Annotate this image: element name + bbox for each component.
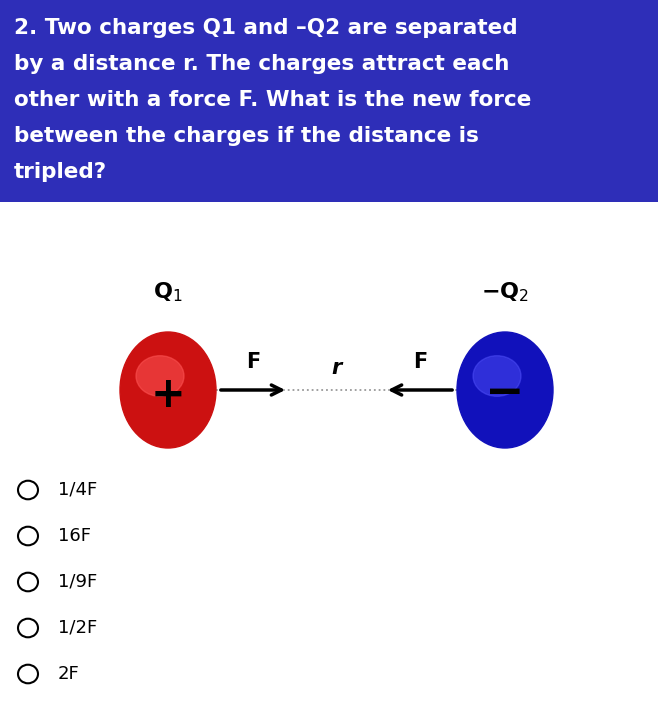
Text: between the charges if the distance is: between the charges if the distance is (14, 126, 479, 146)
Text: r: r (332, 358, 342, 378)
Text: 2. Two charges Q1 and –Q2 are separated: 2. Two charges Q1 and –Q2 are separated (14, 18, 518, 38)
Text: 16F: 16F (58, 527, 91, 545)
Text: 1/9F: 1/9F (58, 573, 97, 591)
Text: by a distance r. The charges attract each: by a distance r. The charges attract eac… (14, 54, 509, 74)
Text: other with a force F. What is the new force: other with a force F. What is the new fo… (14, 90, 532, 110)
Ellipse shape (136, 355, 184, 396)
Text: 2F: 2F (58, 665, 80, 683)
Text: tripled?: tripled? (14, 162, 107, 182)
Text: 1/4F: 1/4F (58, 481, 97, 499)
Text: F: F (246, 352, 260, 372)
Ellipse shape (473, 355, 521, 396)
Text: 1/2F: 1/2F (58, 619, 97, 637)
Text: −: − (485, 372, 525, 416)
Text: +: + (151, 374, 186, 416)
Text: F: F (413, 352, 427, 372)
FancyBboxPatch shape (0, 0, 658, 202)
Text: Q$_1$: Q$_1$ (153, 280, 183, 304)
Ellipse shape (457, 332, 553, 448)
Text: −Q$_2$: −Q$_2$ (481, 280, 529, 304)
Ellipse shape (120, 332, 216, 448)
